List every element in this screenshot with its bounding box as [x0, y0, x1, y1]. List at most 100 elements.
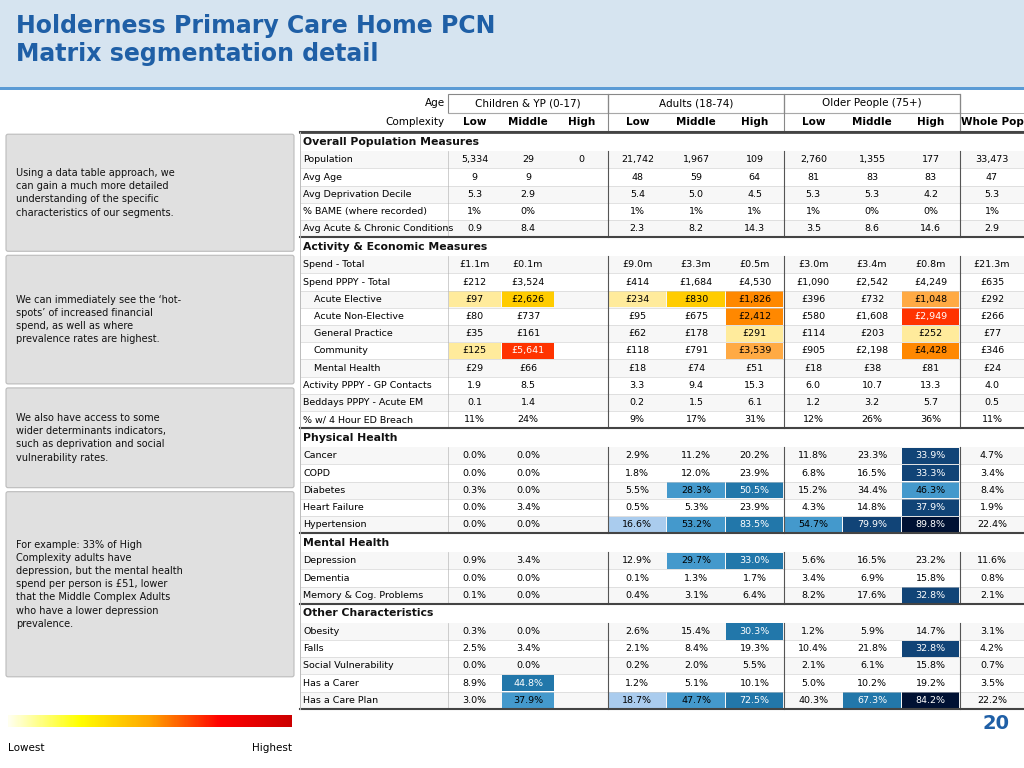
Text: £161: £161 — [516, 329, 540, 338]
Bar — [300, 604, 1024, 623]
Text: Lowest: Lowest — [8, 743, 44, 753]
Text: 10.1%: 10.1% — [739, 678, 770, 687]
Text: 6.9%: 6.9% — [860, 574, 884, 582]
Bar — [300, 203, 1024, 220]
Text: £21.3m: £21.3m — [974, 260, 1011, 270]
Text: 22.4%: 22.4% — [977, 520, 1007, 529]
Text: Whole Pop: Whole Pop — [961, 117, 1023, 127]
Bar — [608, 94, 784, 113]
Text: Spend - Total: Spend - Total — [303, 260, 365, 270]
Text: 1.2%: 1.2% — [626, 678, 649, 687]
Text: £3,524: £3,524 — [511, 277, 545, 286]
Bar — [449, 291, 501, 307]
Text: 5.6%: 5.6% — [802, 556, 825, 565]
Text: 30.3%: 30.3% — [739, 627, 770, 636]
Text: For example: 33% of High
Complexity adults have
depression, but the mental healt: For example: 33% of High Complexity adul… — [16, 540, 183, 629]
Text: Middle: Middle — [508, 117, 548, 127]
Text: £1,684: £1,684 — [680, 277, 713, 286]
Text: Children & YP (0-17): Children & YP (0-17) — [475, 98, 581, 108]
Text: 1,355: 1,355 — [858, 155, 886, 164]
Text: 15.2%: 15.2% — [799, 485, 828, 495]
Text: Spend PPPY - Total: Spend PPPY - Total — [303, 277, 390, 286]
Text: Adults (18-74): Adults (18-74) — [658, 98, 733, 108]
Bar — [784, 517, 842, 533]
Text: 23.9%: 23.9% — [739, 503, 770, 512]
Text: 5.3: 5.3 — [467, 190, 482, 199]
Text: 24%: 24% — [517, 415, 539, 424]
Text: 1.2: 1.2 — [806, 398, 821, 407]
Bar — [300, 569, 1024, 587]
Text: £234: £234 — [626, 295, 649, 303]
Text: Obesity: Obesity — [303, 627, 339, 636]
Text: Overall Population Measures: Overall Population Measures — [303, 137, 479, 147]
Text: £291: £291 — [742, 329, 767, 338]
Text: 89.8%: 89.8% — [915, 520, 946, 529]
Bar — [668, 291, 725, 307]
Text: £2,412: £2,412 — [738, 312, 771, 321]
Bar — [902, 465, 959, 481]
Text: 1%: 1% — [467, 207, 482, 216]
Text: £212: £212 — [463, 277, 486, 286]
Text: 19.3%: 19.3% — [739, 644, 770, 653]
Text: £1.1m: £1.1m — [460, 260, 489, 270]
Text: 4.0: 4.0 — [984, 381, 999, 389]
Text: £114: £114 — [801, 329, 825, 338]
Bar — [726, 624, 783, 640]
Text: 9: 9 — [472, 173, 477, 181]
FancyBboxPatch shape — [6, 134, 294, 251]
Text: 0.7%: 0.7% — [980, 661, 1004, 670]
Text: 8.2%: 8.2% — [802, 591, 825, 600]
Text: 8.4%: 8.4% — [684, 644, 708, 653]
Text: 3.4%: 3.4% — [516, 644, 540, 653]
Bar — [726, 517, 783, 533]
Text: £635: £635 — [980, 277, 1005, 286]
Text: £178: £178 — [684, 329, 708, 338]
Bar — [300, 533, 1024, 552]
Text: £66: £66 — [519, 363, 537, 372]
Text: 0%: 0% — [520, 207, 536, 216]
Bar — [300, 482, 1024, 498]
Bar — [902, 326, 959, 342]
Text: 2.5%: 2.5% — [463, 644, 486, 653]
Bar — [502, 291, 554, 307]
Text: 4.3%: 4.3% — [801, 503, 825, 512]
Text: 0.0%: 0.0% — [463, 661, 486, 670]
Bar — [902, 587, 959, 604]
Text: 10.7: 10.7 — [861, 381, 883, 389]
Text: 33.9%: 33.9% — [915, 452, 946, 460]
Text: Age: Age — [425, 98, 445, 108]
Text: £35: £35 — [466, 329, 483, 338]
Text: 2,760: 2,760 — [800, 155, 826, 164]
Bar — [726, 343, 783, 359]
Text: 0.8%: 0.8% — [980, 574, 1004, 582]
Text: Avg Age: Avg Age — [303, 173, 342, 181]
Text: 8.4%: 8.4% — [980, 485, 1004, 495]
Text: Beddays PPPY - Acute EM: Beddays PPPY - Acute EM — [303, 398, 423, 407]
Bar — [300, 498, 1024, 516]
Text: 6.1%: 6.1% — [860, 661, 884, 670]
Bar — [843, 517, 901, 533]
Text: 83: 83 — [925, 173, 937, 181]
Text: 12.9%: 12.9% — [623, 556, 652, 565]
Text: 0.0%: 0.0% — [463, 468, 486, 478]
Text: £81: £81 — [922, 363, 940, 372]
Bar — [902, 448, 959, 464]
Text: Middle: Middle — [676, 117, 716, 127]
Text: 1%: 1% — [630, 207, 645, 216]
Text: 46.3%: 46.3% — [915, 485, 946, 495]
Text: Memory & Cog. Problems: Memory & Cog. Problems — [303, 591, 423, 600]
Text: 8.4: 8.4 — [520, 224, 536, 233]
Text: £1,826: £1,826 — [738, 295, 771, 303]
Text: £732: £732 — [860, 295, 884, 303]
Text: Diabetes: Diabetes — [303, 485, 345, 495]
Text: High: High — [741, 117, 768, 127]
Bar — [300, 186, 1024, 203]
Text: £0.5m: £0.5m — [739, 260, 770, 270]
Text: 1.9%: 1.9% — [980, 503, 1004, 512]
Text: 0.5: 0.5 — [984, 398, 999, 407]
Text: 6.1: 6.1 — [748, 398, 762, 407]
Text: Acute Non-Elective: Acute Non-Elective — [314, 312, 403, 321]
Text: Activity & Economic Measures: Activity & Economic Measures — [303, 242, 487, 252]
Text: £118: £118 — [626, 346, 649, 356]
Text: £396: £396 — [801, 295, 825, 303]
